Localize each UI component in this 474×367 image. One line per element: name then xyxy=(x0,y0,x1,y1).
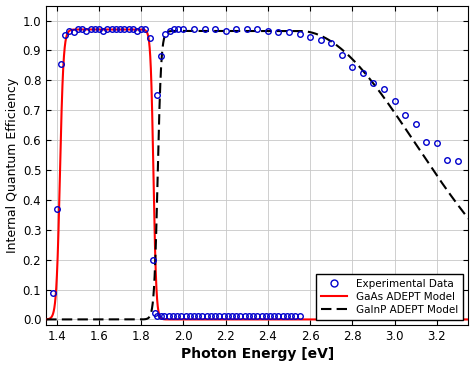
Legend: Experimental Data, GaAs ADEPT Model, GaInP ADEPT Model: Experimental Data, GaAs ADEPT Model, GaI… xyxy=(316,273,463,320)
Y-axis label: Internal Quantum Efficiency: Internal Quantum Efficiency xyxy=(6,78,18,253)
X-axis label: Photon Energy [eV]: Photon Energy [eV] xyxy=(181,348,334,361)
